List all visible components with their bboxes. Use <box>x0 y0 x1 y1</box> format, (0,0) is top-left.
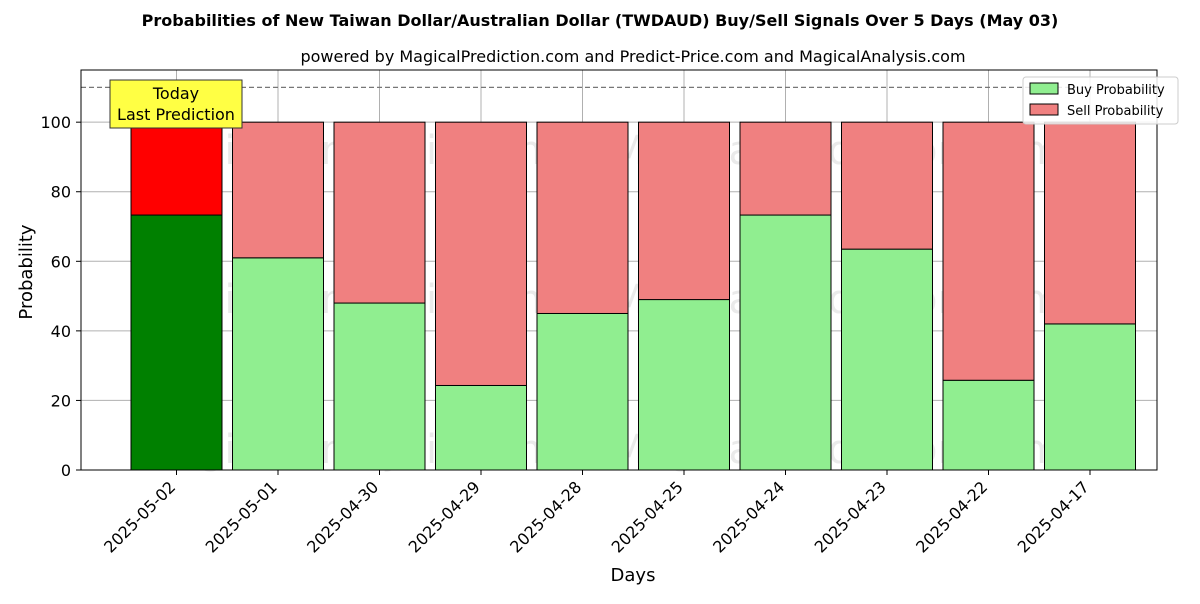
legend-label-buy: Buy Probability <box>1067 83 1165 98</box>
x-tick-label: 2025-05-02 <box>100 477 179 556</box>
bar-sell <box>435 121 527 386</box>
x-tick-label: 2025-04-17 <box>1014 477 1093 556</box>
x-tick-label: 2025-04-23 <box>811 477 890 556</box>
bar-buy <box>232 257 324 471</box>
legend: Buy Probability Sell Probability <box>1022 76 1179 125</box>
x-tick-label: 2025-04-22 <box>912 477 991 556</box>
bar-buy <box>1044 323 1136 471</box>
bar-sell <box>942 121 1035 381</box>
annotation-line-1: Today <box>152 84 199 103</box>
today-annotation: Today Last Prediction <box>109 79 243 129</box>
bar-sell <box>232 121 324 259</box>
bars <box>130 121 1136 471</box>
bar-sell <box>536 121 629 314</box>
legend-swatch-buy <box>1029 82 1059 95</box>
y-tick-label: 0 <box>61 461 71 480</box>
y-tick-label: 100 <box>40 113 71 132</box>
x-tick-label: 2025-04-24 <box>709 477 788 556</box>
y-tick-label: 40 <box>51 322 71 341</box>
bar-buy <box>739 214 832 471</box>
bar-buy <box>130 214 223 471</box>
y-tick-label: 80 <box>51 183 71 202</box>
bar-sell <box>130 121 223 216</box>
x-tick-label: 2025-04-28 <box>506 477 585 556</box>
x-tick-label: 2025-04-30 <box>303 477 382 556</box>
x-tick-label: 2025-04-25 <box>608 477 687 556</box>
bar-sell <box>739 121 832 216</box>
annotation-box <box>109 79 243 129</box>
x-axis-label: Days <box>611 565 656 586</box>
bar-sell <box>841 121 933 250</box>
chart-title: Probabilities of New Taiwan Dollar/Austr… <box>142 11 1059 30</box>
bar-sell <box>638 121 730 301</box>
y-tick-label: 20 <box>51 391 71 410</box>
bar-buy <box>333 302 426 471</box>
legend-frame <box>1022 76 1179 125</box>
bar-sell <box>1044 121 1136 325</box>
legend-swatch-sell <box>1029 103 1059 116</box>
chart-subtitle: powered by MagicalPrediction.com and Pre… <box>300 47 965 66</box>
y-tick-label: 60 <box>51 252 71 271</box>
bar-buy <box>638 299 730 471</box>
legend-label-sell: Sell Probability <box>1067 104 1164 119</box>
x-tick-label: 2025-04-29 <box>405 477 484 556</box>
y-axis-label: Probability <box>16 224 37 319</box>
bar-buy <box>942 379 1035 471</box>
plot-frame <box>80 69 1158 471</box>
x-tick-label: 2025-05-01 <box>202 477 281 556</box>
bar-buy <box>435 384 527 471</box>
annotation-line-2: Last Prediction <box>117 105 235 124</box>
bar-sell <box>333 121 426 304</box>
bar-buy <box>841 248 933 471</box>
bar-buy <box>536 312 629 471</box>
